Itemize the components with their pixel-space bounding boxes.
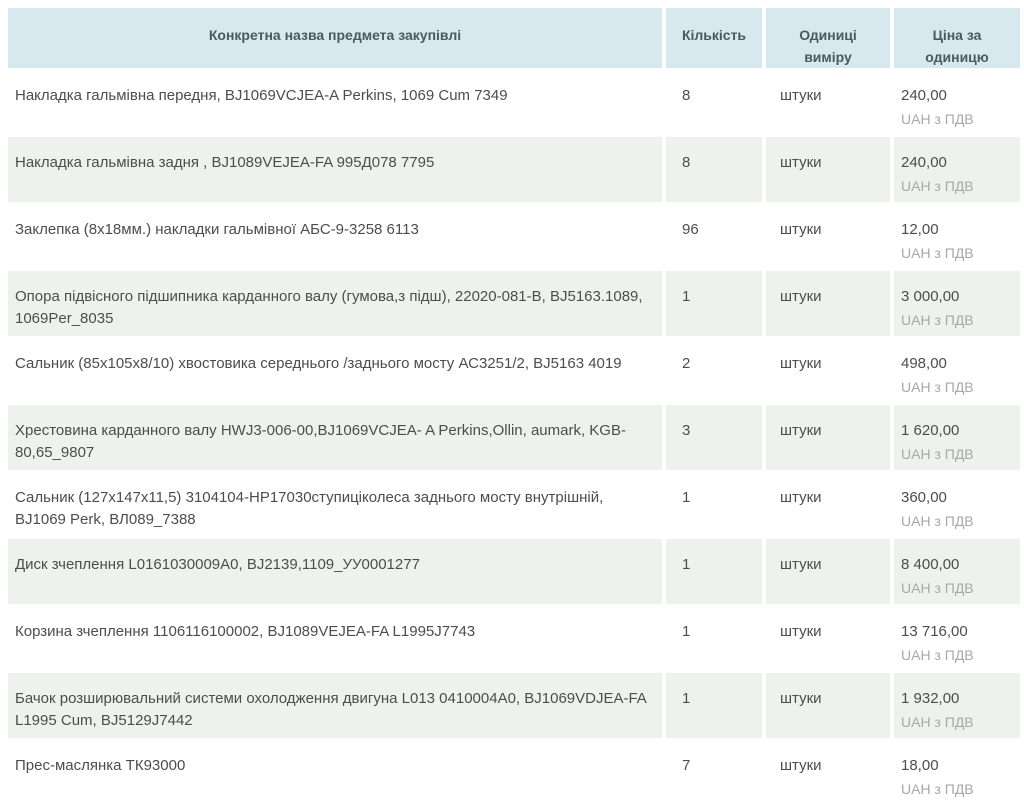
item-price: 8 400,00 UAH з ПДВ (894, 539, 1020, 604)
item-name: Бачок розширювальний системи охолодження… (8, 673, 662, 738)
item-price: 1 932,00 UAH з ПДВ (894, 673, 1020, 738)
item-price: 12,00 UAH з ПДВ (894, 204, 1020, 269)
item-unit: штуки (780, 87, 822, 104)
price-value: 13 716,00 (901, 623, 968, 640)
item-unit: штуки (766, 137, 890, 202)
item-unit: штуки (780, 489, 822, 506)
price-currency-vat: UAH з ПДВ (901, 580, 974, 596)
item-name: Сальник (85х105х8/10) хвостовика середнь… (15, 355, 622, 372)
price-value: 1 932,00 (901, 690, 960, 707)
item-unit: штуки (766, 673, 890, 738)
item-quantity: 2 (682, 355, 691, 372)
price-currency-vat: UAH з ПДВ (901, 245, 974, 261)
table-row: Сальник (127х147х11,5) 3104104-НР17030ст… (8, 472, 1024, 537)
item-name: Диск зчеплення L0161030009A0, BJ2139,110… (8, 539, 662, 604)
item-unit: штуки (780, 757, 822, 774)
table-row: Прес-маслянка ТК93000 7 штуки 18,00 UAH … (8, 740, 1024, 805)
item-price: 1 620,00 UAH з ПДВ (894, 405, 1020, 470)
item-quantity: 3 (666, 405, 762, 470)
column-header-unit: Одиниці виміру (766, 8, 890, 68)
item-unit: штуки (766, 405, 890, 470)
price-currency-vat: UAH з ПДВ (901, 379, 974, 395)
table-row: Сальник (85х105х8/10) хвостовика середнь… (8, 338, 1024, 403)
item-name: Хрестовина карданного валу HWJ3-006-00,B… (8, 405, 662, 470)
item-name: Корзина зчеплення 1106116100002, BJ1089V… (15, 623, 476, 640)
price-currency-vat: UAH з ПДВ (901, 111, 974, 127)
item-quantity: 8 (682, 87, 691, 104)
table-body: Накладка гальмівна передня, BJ1069VCJEA-… (0, 70, 1024, 805)
price-value: 240,00 (901, 87, 947, 104)
table-row: Бачок розширювальний системи охолодження… (8, 673, 1024, 738)
column-header-item-name: Конкретна назва предмета закупівлі (8, 8, 662, 68)
item-unit: штуки (766, 271, 890, 336)
item-name: Опора підвісного підшипника карданного в… (8, 271, 662, 336)
table-row: Корзина зчеплення 1106116100002, BJ1089V… (8, 606, 1024, 671)
price-currency-vat: UAH з ПДВ (901, 446, 974, 462)
price-currency-vat: UAH з ПДВ (901, 714, 974, 730)
item-quantity: 1 (682, 623, 691, 640)
item-quantity: 1 (682, 489, 691, 506)
item-price: 240,00 UAH з ПДВ (894, 70, 1020, 135)
table-row: Опора підвісного підшипника карданного в… (8, 271, 1024, 336)
item-unit: штуки (780, 623, 822, 640)
table-row: Хрестовина карданного валу HWJ3-006-00,B… (8, 405, 1024, 470)
item-quantity: 7 (682, 757, 691, 774)
item-quantity: 8 (666, 137, 762, 202)
column-header-quantity: Кількість (666, 8, 762, 68)
price-value: 240,00 (901, 154, 947, 171)
price-currency-vat: UAH з ПДВ (901, 513, 974, 529)
price-currency-vat: UAH з ПДВ (901, 647, 974, 663)
item-name: Накладка гальмівна передня, BJ1069VCJEA-… (15, 87, 508, 104)
price-currency-vat: UAH з ПДВ (901, 312, 974, 328)
item-price: 360,00 UAH з ПДВ (894, 472, 1020, 537)
table-row: Накладка гальмівна передня, BJ1069VCJEA-… (8, 70, 1024, 135)
price-value: 12,00 (901, 221, 939, 238)
item-price: 18,00 UAH з ПДВ (894, 740, 1020, 805)
item-name: Заклепка (8х18мм.) накладки гальмівної А… (15, 221, 419, 238)
item-price: 240,00 UAH з ПДВ (894, 137, 1020, 202)
table-row: Заклепка (8х18мм.) накладки гальмівної А… (8, 204, 1024, 269)
price-value: 1 620,00 (901, 422, 960, 439)
price-value: 8 400,00 (901, 556, 960, 573)
item-name: Сальник (127х147х11,5) 3104104-НР17030ст… (15, 489, 604, 528)
price-currency-vat: UAH з ПДВ (901, 781, 974, 797)
price-value: 18,00 (901, 757, 939, 774)
item-price: 3 000,00 UAH з ПДВ (894, 271, 1020, 336)
item-unit: штуки (780, 355, 822, 372)
item-quantity: 1 (666, 539, 762, 604)
item-quantity: 1 (666, 673, 762, 738)
item-name: Прес-маслянка ТК93000 (15, 757, 186, 774)
table-header: Конкретна назва предмета закупівлі Кільк… (8, 8, 1024, 68)
price-currency-vat: UAH з ПДВ (901, 178, 974, 194)
column-header-price: Ціна за одиницю (894, 8, 1020, 68)
table-row: Диск зчеплення L0161030009A0, BJ2139,110… (8, 539, 1024, 604)
table-row: Накладка гальмівна задня , BJ1089VEJEA-F… (8, 137, 1024, 202)
price-value: 498,00 (901, 355, 947, 372)
item-quantity: 96 (682, 221, 699, 238)
item-name: Накладка гальмівна задня , BJ1089VEJEA-F… (8, 137, 662, 202)
item-price: 498,00 UAH з ПДВ (894, 338, 1020, 403)
item-quantity: 1 (666, 271, 762, 336)
item-unit: штуки (766, 539, 890, 604)
item-price: 13 716,00 UAH з ПДВ (894, 606, 1020, 671)
price-value: 3 000,00 (901, 288, 960, 305)
item-unit: штуки (780, 221, 822, 238)
price-value: 360,00 (901, 489, 947, 506)
